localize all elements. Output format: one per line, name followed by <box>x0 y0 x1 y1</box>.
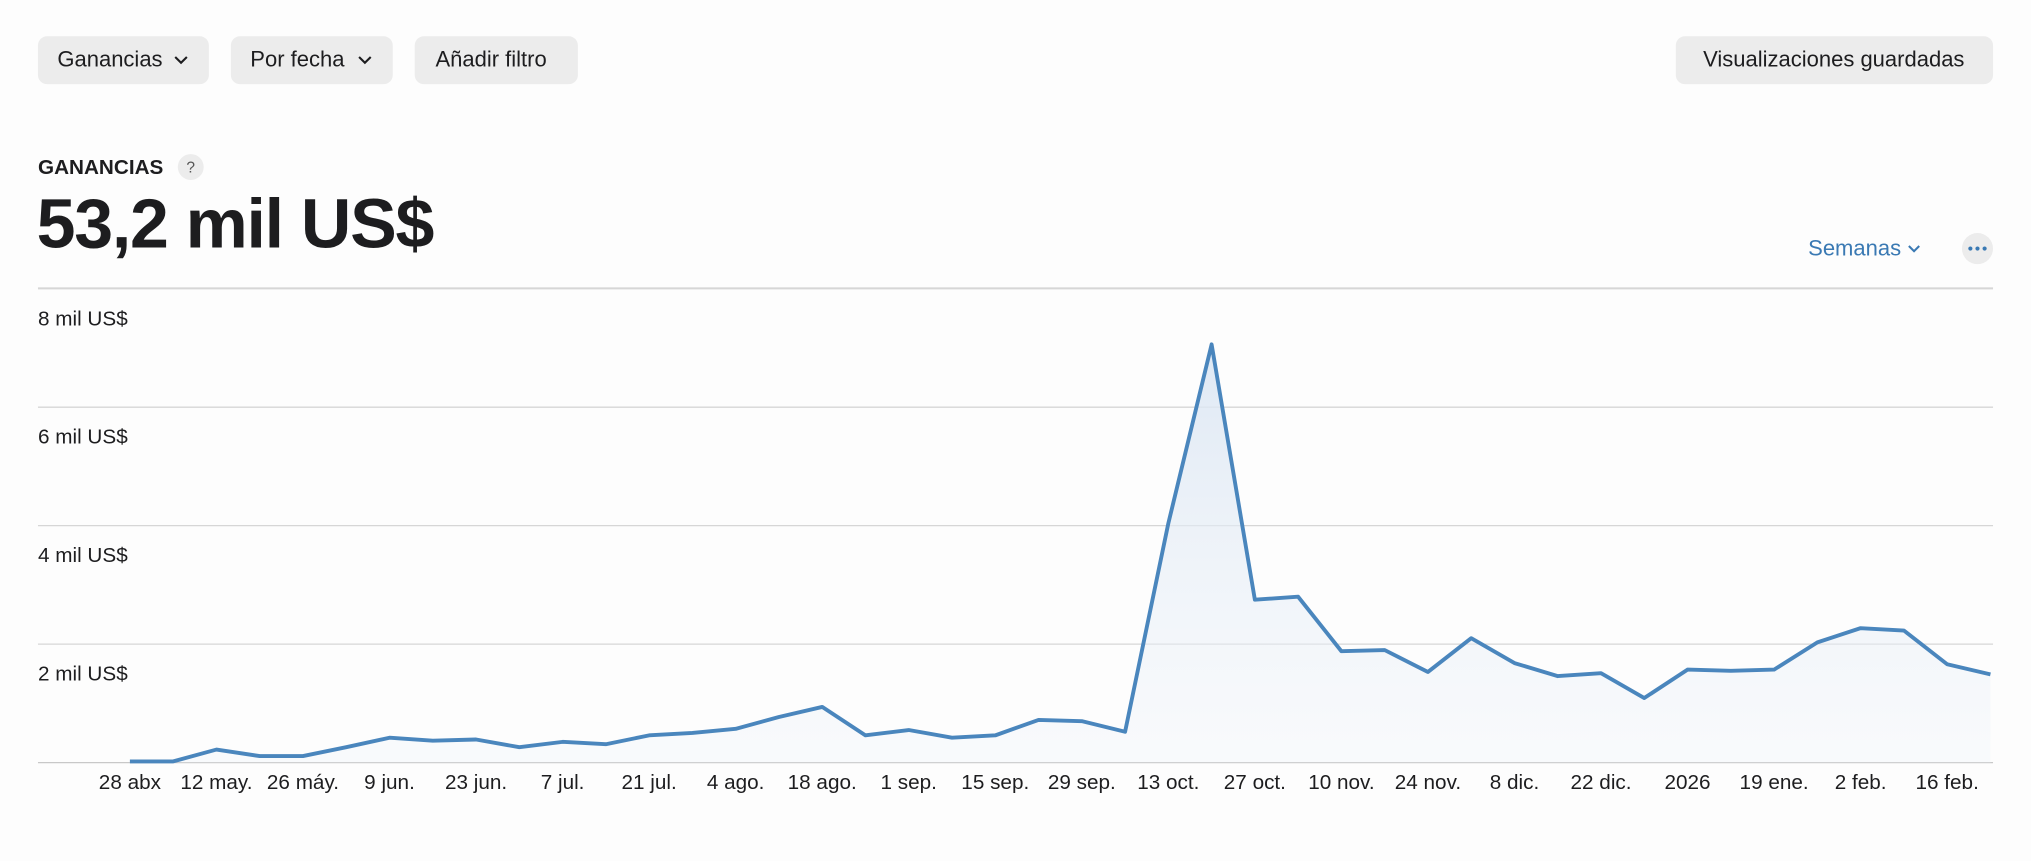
metric-label: GANANCIAS <box>38 156 163 179</box>
line <box>129 342 1991 764</box>
button-bg <box>37 36 209 85</box>
y-tick-label: 2 mil US$ <box>38 663 128 686</box>
area <box>129 344 1991 763</box>
y-tick-label: 4 mil US$ <box>38 544 128 567</box>
x-tick-label: 13 oct. <box>1137 771 1199 794</box>
x-tick-label: 23 jun. <box>445 771 507 794</box>
x-tick-label: 12 may. <box>180 771 252 794</box>
x-tick-label: 27 oct. <box>1224 771 1286 794</box>
x-tick-label: 7 jul. <box>541 771 585 794</box>
button-label: Ganancias <box>57 47 162 72</box>
button-bg <box>1675 36 1994 85</box>
x-tick-label: 4 ago. <box>707 771 765 794</box>
x-tick-label: 18 ago. <box>788 771 857 794</box>
x-tick-label: 2 feb. <box>1835 771 1887 794</box>
x-tick-label: 21 jul. <box>621 771 676 794</box>
button-bg <box>230 36 393 85</box>
x-tick-label: 1 sep. <box>881 771 937 794</box>
x-tick-label: 29 sep. <box>1048 771 1116 794</box>
help-bg <box>177 154 204 180</box>
dot <box>1982 246 1987 251</box>
x-tick-label: 19 ene. <box>1740 771 1809 794</box>
x-tick-label: 28 abx <box>99 771 162 794</box>
chevron <box>358 56 372 65</box>
dot <box>1968 246 1973 251</box>
button-bg <box>414 36 578 85</box>
filter-button[interactable]: Añadir filtro <box>414 36 578 85</box>
x-tick-label: 16 feb. <box>1916 771 1979 794</box>
dot <box>1975 246 1980 251</box>
button-label: Añadir filtro <box>435 47 546 72</box>
chevron <box>1908 245 1920 253</box>
x-tick-label: 10 nov. <box>1308 771 1374 794</box>
x-tick-label: 24 nov. <box>1395 771 1461 794</box>
metric-button[interactable]: Ganancias <box>37 36 209 85</box>
chevron <box>174 56 188 65</box>
y-tick-label: 8 mil US$ <box>38 307 128 330</box>
date-button[interactable]: Por fecha <box>230 36 393 85</box>
x-tick-label: 22 dic. <box>1571 771 1632 794</box>
help-text: ? <box>186 159 195 176</box>
button-label: Por fecha <box>250 47 345 72</box>
help-icon[interactable]: ? <box>177 154 204 180</box>
period-label: Semanas <box>1808 236 1901 261</box>
metric-total: 53,2 mil US$ <box>37 185 434 263</box>
saved-views-button[interactable]: Visualizaciones guardadas <box>1675 36 1994 85</box>
x-tick-label: 15 sep. <box>961 771 1029 794</box>
period-selector[interactable]: Semanas <box>1808 236 1920 261</box>
x-tick-label: 26 máy. <box>267 771 339 794</box>
x-tick-label: 2026 <box>1665 771 1711 794</box>
more-button[interactable] <box>1961 233 1994 265</box>
x-tick-label: 8 dic. <box>1490 771 1539 794</box>
x-tick-label: 9 jun. <box>364 771 415 794</box>
y-tick-label: 6 mil US$ <box>38 426 128 449</box>
plot: 2 mil US$ 4 mil US$ 6 mil US$ 8 mil US$ 28 a… <box>37 288 1994 794</box>
button-label: Visualizaciones guardadas <box>1703 47 1964 72</box>
